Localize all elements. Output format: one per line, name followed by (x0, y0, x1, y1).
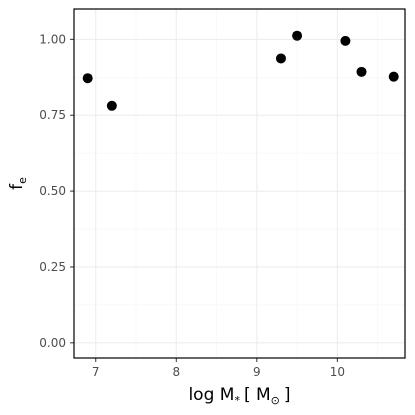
panel-border (73, 8, 406, 359)
x-tick-label: 8 (172, 365, 180, 379)
axis-ticks (70, 38, 338, 362)
y-tick-label: 0.25 (39, 260, 66, 274)
x-tick-label: 9 (253, 365, 261, 379)
data-point (388, 71, 399, 82)
data-point (340, 35, 351, 46)
y-axis-label: fe (7, 177, 29, 190)
x-tick-label: 7 (92, 365, 100, 379)
tick-labels: 7 8 9 10 0.00 0.25 0.50 0.75 1.00 (39, 32, 345, 379)
y-axis-label-main: f (7, 183, 27, 190)
data-point (106, 100, 117, 111)
y-tick-label: 0.50 (39, 184, 66, 198)
x-axis-label: log M* [ M⊙] (188, 385, 290, 407)
data-point (292, 30, 303, 41)
x-axis-label-close: ] (284, 385, 291, 405)
x-axis-label-units-subscript: ⊙ (271, 394, 280, 407)
data-point (356, 66, 367, 77)
grid-lines (74, 9, 405, 358)
y-tick-label: 0.00 (39, 336, 66, 350)
y-axis-label-subscript: e (16, 177, 29, 184)
y-tick-label: 0.75 (39, 108, 66, 122)
y-tick-label: 1.00 (39, 32, 66, 46)
data-points (82, 30, 399, 111)
x-axis-label-subscript: * (234, 394, 240, 407)
x-tick-label: 10 (330, 365, 345, 379)
x-axis-label-main: log M (188, 385, 234, 405)
x-axis-label-units: [ M (244, 385, 271, 405)
data-point (82, 73, 93, 84)
data-point (275, 53, 286, 64)
